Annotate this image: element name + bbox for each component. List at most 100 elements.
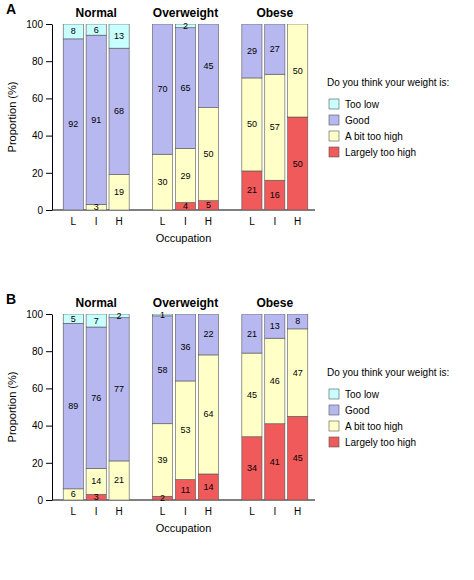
legend-swatch	[329, 421, 339, 431]
data-label: 19	[114, 187, 124, 197]
y-tick-label: 20	[32, 458, 44, 469]
data-label: 21	[247, 329, 257, 339]
y-tick-mark	[46, 210, 52, 211]
legend-swatch	[329, 147, 339, 157]
x-tick-label: I	[273, 216, 276, 227]
bar-segment	[242, 171, 262, 210]
y-tick-label: 80	[32, 56, 44, 67]
legend-title: Do you think your weight is:	[327, 77, 449, 88]
y-tick-label: 60	[32, 93, 44, 104]
data-label: 1	[160, 310, 165, 320]
data-label: 14	[91, 476, 101, 486]
bar-segment	[175, 149, 195, 203]
y-tick: 80	[32, 56, 52, 67]
bar-segment	[242, 437, 262, 500]
x-tick-label: H	[205, 216, 212, 227]
y-tick: 100	[26, 19, 52, 30]
data-label: 22	[203, 329, 213, 339]
data-label: 57	[270, 122, 280, 132]
legend-swatch	[329, 389, 339, 399]
y-tick-mark	[46, 314, 52, 315]
data-label: 91	[91, 115, 101, 125]
bar-segment	[265, 180, 285, 210]
data-label: 21	[114, 475, 124, 485]
y-tick-label: 40	[32, 420, 44, 431]
data-label: 45	[203, 61, 213, 71]
data-label: 50	[203, 149, 213, 159]
data-label: 13	[114, 31, 124, 41]
x-tick-label: L	[249, 506, 255, 517]
x-tick-label: H	[115, 506, 122, 517]
y-tick-mark	[46, 388, 52, 389]
y-tick-label: 0	[37, 205, 43, 216]
y-tick: 20	[32, 168, 52, 179]
x-tick-label: I	[184, 216, 187, 227]
data-label: 2	[183, 21, 188, 31]
y-tick-label: 60	[32, 383, 44, 394]
bar-segment	[265, 338, 285, 424]
group-label: Obese	[256, 6, 293, 20]
y-tick-mark	[46, 98, 52, 99]
panel: A020406080100Proportion (%)LIHLIHLIHOccu…	[6, 1, 449, 244]
y-tick-mark	[46, 351, 52, 352]
data-labels: 4521165031930295050575092916870654529278…	[68, 21, 302, 212]
legend-swatch	[329, 99, 339, 109]
group-label: Overweight	[153, 6, 218, 20]
y-tick: 0	[37, 205, 52, 216]
bar-segment	[109, 318, 129, 461]
bar-segment	[175, 480, 195, 500]
bar-segment	[288, 117, 308, 210]
data-label: 8	[295, 316, 300, 326]
data-label: 3	[94, 492, 99, 502]
data-label: 39	[158, 455, 168, 465]
x-tick-label: L	[71, 506, 77, 517]
x-tick-label: H	[294, 506, 301, 517]
bar-segment	[198, 474, 218, 500]
x-tick-label: L	[249, 216, 255, 227]
data-label: 50	[247, 119, 257, 129]
bar-segment	[153, 154, 173, 210]
bar-segment	[242, 78, 262, 171]
bar-segment	[63, 39, 83, 210]
bar-segment	[265, 24, 285, 74]
data-label: 77	[114, 384, 124, 394]
y-tick: 60	[32, 93, 52, 104]
data-label: 65	[180, 83, 190, 93]
data-label: 58	[158, 365, 168, 375]
legend-label: Good	[345, 115, 369, 126]
y-tick-label: 100	[26, 19, 43, 30]
data-label: 29	[247, 46, 257, 56]
bar-segment	[242, 24, 262, 78]
data-label: 8	[71, 26, 76, 36]
data-label: 14	[203, 482, 213, 492]
y-tick-mark	[46, 463, 52, 464]
group-label: Overweight	[153, 296, 218, 310]
bar-segment	[288, 416, 308, 500]
x-tick-label: L	[160, 216, 166, 227]
x-axis-title: Occupation	[156, 232, 212, 244]
y-tick: 40	[32, 420, 52, 431]
data-label: 76	[91, 393, 101, 403]
y-tick-label: 40	[32, 130, 44, 141]
group-label: Obese	[256, 296, 293, 310]
legend-label: A bit too high	[345, 421, 403, 432]
data-label: 46	[270, 376, 280, 386]
y-tick-mark	[46, 500, 52, 501]
y-tick-mark	[46, 61, 52, 62]
y-axis: 020406080100	[26, 309, 52, 506]
x-tick-label: I	[273, 506, 276, 517]
y-tick: 40	[32, 130, 52, 141]
bar-segment	[153, 24, 173, 154]
data-label: 92	[68, 119, 78, 129]
y-tick-mark	[46, 173, 52, 174]
bars	[63, 24, 308, 210]
legend-label: Largely too high	[345, 437, 416, 448]
data-label: 11	[181, 485, 190, 495]
y-tick: 0	[37, 495, 52, 506]
bar-segment	[288, 24, 308, 117]
data-label: 5	[206, 200, 211, 210]
data-label: 70	[158, 84, 168, 94]
data-label: 7	[94, 316, 99, 326]
data-label: 50	[293, 159, 303, 169]
legend-label: Too low	[345, 389, 380, 400]
